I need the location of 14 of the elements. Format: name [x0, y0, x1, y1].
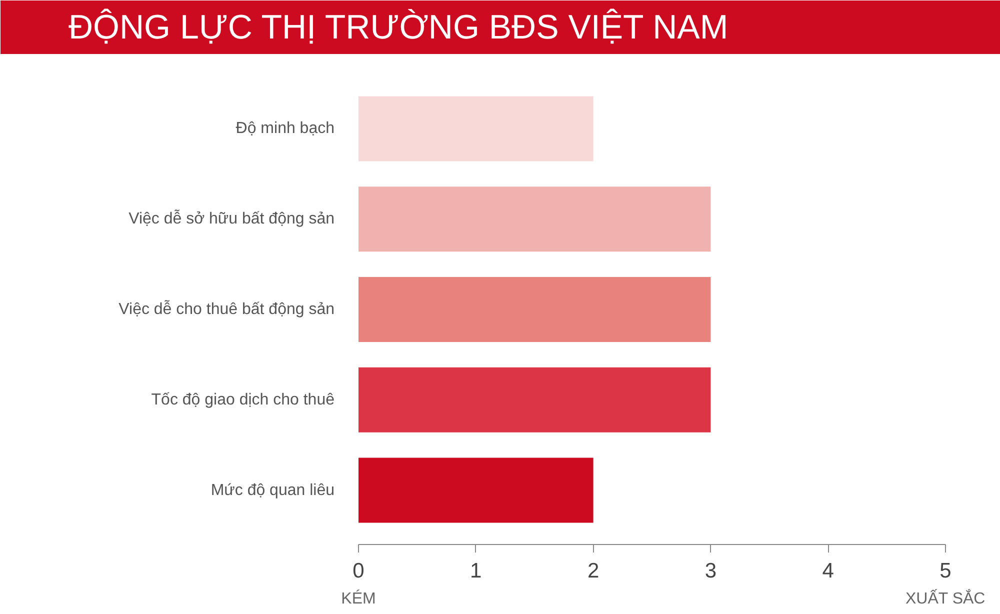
x-tick-label: 1 [470, 560, 482, 582]
text: XUẤT SẮC [905, 588, 986, 608]
x-tick-label: 4 [822, 560, 834, 582]
text: KÉM [341, 590, 376, 608]
y-tick-label: Mức độ quan liêu [210, 482, 334, 499]
y-tick-label: Việc dễ sở hữu bất động sản [128, 210, 334, 228]
x-tick-label: 5 [940, 560, 952, 582]
y-tick-label: Việc dễ cho thuê bất động sản [118, 300, 334, 318]
x-tick-label: 0 [352, 560, 364, 582]
y-tick-label: Tốc độ giao dịch cho thuê [151, 391, 335, 408]
x-tick-label: 3 [704, 560, 717, 582]
chart-title: ĐỘNG LỰC THỊ TRƯỜNG BĐS VIỆT NAM [68, 8, 728, 46]
x-tick-label: 2 [587, 560, 600, 582]
y-tick-label: Độ minh bạch [236, 120, 334, 138]
